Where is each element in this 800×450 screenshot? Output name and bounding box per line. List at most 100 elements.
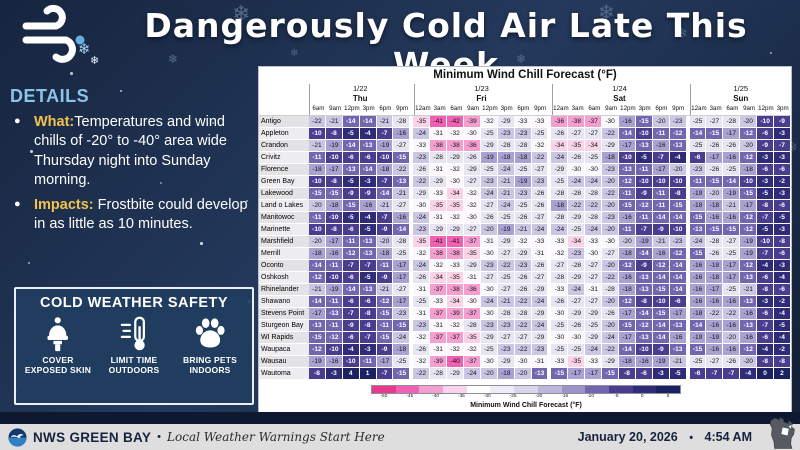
wind-chill-cell: -17 <box>669 308 687 320</box>
wind-chill-cell: -23 <box>393 308 411 320</box>
wind-chill-cell: -6 <box>359 296 377 308</box>
wind-chill-cell: -34 <box>447 188 465 200</box>
city-label: Oshkosh <box>259 272 309 284</box>
wind-chill-cell: -25 <box>568 224 586 236</box>
wind-chill-cell: -25 <box>413 296 431 308</box>
wind-chill-cell: -10 <box>635 176 653 188</box>
time-header: 6pm <box>379 105 392 112</box>
wind-chill-cell: -21 <box>309 140 326 152</box>
wind-chill-cell: -14 <box>342 140 360 152</box>
wind-chill-cell: -33 <box>514 116 532 128</box>
wind-chill-cell: -38 <box>430 140 448 152</box>
wind-chill-cell: -7 <box>342 260 360 272</box>
wind-chill-cell: -24 <box>497 200 515 212</box>
color-scale-label: Minimum Wind Chill Forecast (°F) <box>470 402 582 409</box>
wind-chill-cell: -25 <box>393 248 411 260</box>
wind-chill-cell: -5 <box>757 188 775 200</box>
wind-chill-cell: -11 <box>652 188 670 200</box>
wind-chill-cell: -6 <box>757 272 775 284</box>
wind-chill-cell: -17 <box>393 260 411 272</box>
wind-chill-cell: -10 <box>325 344 343 356</box>
wind-chill-cell: -4 <box>740 368 758 380</box>
wind-chill-cell: -17 <box>619 140 636 152</box>
time-header: 3pm <box>638 105 651 112</box>
wind-chill-cell: -30 <box>447 176 465 188</box>
wind-chill-cell: -3 <box>774 224 791 236</box>
city-label: Wautoma <box>259 368 309 380</box>
day-group-date: 1/22 <box>309 84 411 94</box>
wind-chill-cell: -6 <box>342 296 360 308</box>
wind-chill-cell: -24 <box>551 152 569 164</box>
time-header: 9am <box>743 105 756 112</box>
wind-chill-cell: -6 <box>757 164 775 176</box>
wind-chill-cell: -17 <box>619 308 636 320</box>
wind-chill-cell: -24 <box>602 332 620 344</box>
wind-chill-cell: -26 <box>531 200 549 212</box>
wind-chill-cell: -22 <box>393 164 411 176</box>
wind-chill-cell: -21 <box>309 284 326 296</box>
wind-chill-cell: -36 <box>464 140 481 152</box>
wind-chill-cell: -19 <box>309 356 326 368</box>
wind-chill-cell: -12 <box>652 260 670 272</box>
wind-chill-cell: -20 <box>740 116 758 128</box>
time-header: 6am <box>588 105 601 112</box>
day-group-separator <box>686 188 690 200</box>
wind-chill-cell: -20 <box>740 140 758 152</box>
color-scale-tick: -35 <box>457 394 465 399</box>
day-group-separator <box>410 284 414 296</box>
day-group-separator <box>410 368 414 380</box>
wind-chill-cell: -33 <box>585 356 603 368</box>
day-group-name: Sat <box>551 94 687 105</box>
wind-chill-cell: -13 <box>740 272 758 284</box>
wind-chill-cell: -13 <box>635 272 653 284</box>
day-group-separator <box>548 320 552 332</box>
color-scale-segment <box>466 386 491 393</box>
wind-chill-cell: -16 <box>325 248 343 260</box>
day-group-separator <box>548 140 552 152</box>
wind-chill-cell: -20 <box>669 164 687 176</box>
wind-chill-cell: -29 <box>497 116 515 128</box>
wind-chill-cell: -16 <box>689 296 707 308</box>
color-scale-segment <box>632 386 657 393</box>
day-group-separator <box>686 164 690 176</box>
color-scale-segment <box>561 386 586 393</box>
wind-chill-cell: -4 <box>359 212 377 224</box>
day-group-separator <box>686 332 690 344</box>
table-row: Marshfield -20 -17 -11 -13 -20 -28 -35 -41 -41 -37… <box>259 236 791 248</box>
day-group-separator <box>410 140 414 152</box>
table-row: Wautoma -8 -3 4 1 -7 -15 -22 -28 -29 -24 -20 -18 -20-… <box>259 368 791 380</box>
day-group-separator <box>548 116 552 128</box>
wind-chill-cell: -19 <box>514 176 532 188</box>
wind-chill-cell: -14 <box>669 272 687 284</box>
wind-chill-cell: -10 <box>669 176 687 188</box>
wind-chill-cell: -27 <box>393 200 411 212</box>
table-row: Florence -18 -17 -13 -14 -18 -22 -26 -31 -32 -29 -2… <box>259 164 791 176</box>
wind-chill-cell: -30 <box>514 356 532 368</box>
wind-chill-cell: -24 <box>531 224 549 236</box>
wind-chill-cell: -15 <box>706 176 724 188</box>
wind-chill-cell: -18 <box>376 164 394 176</box>
wind-chill-cell: -21 <box>497 296 515 308</box>
table-row: Waupaca -12 -10 -4 -3 -9 -18 -26 -31 -32 -32 -25 -23… <box>259 344 791 356</box>
wind-chill-cell: -32 <box>430 260 448 272</box>
wind-chill-cell: -17 <box>393 296 411 308</box>
wind-chill-cell: -8 <box>635 296 653 308</box>
wind-chill-cell: -9 <box>635 260 653 272</box>
wind-chill-cell: -34 <box>585 140 603 152</box>
day-group-separator <box>686 212 690 224</box>
wind-chill-cell: -30 <box>480 356 498 368</box>
wind-chill-cell: -5 <box>342 176 360 188</box>
wind-chill-cell: -27 <box>497 284 515 296</box>
wind-chill-cell: -37 <box>464 308 481 320</box>
city-label: Lakewood <box>259 188 309 200</box>
table-row: Manitowoc -11 -10 -5 -4 -7 -16 -24 -31 -32 -30 -26-… <box>259 212 791 224</box>
detail-item-what: What:Temperatures and wind chills of -20… <box>10 113 258 190</box>
wind-chill-cell: -26 <box>531 260 549 272</box>
safety-label: COVER EXPOSED SKIN <box>24 355 92 376</box>
wind-chill-cell: -8 <box>757 284 775 296</box>
wind-chill-cell: -18 <box>619 248 636 260</box>
wind-chill-cell: -23 <box>531 344 549 356</box>
table-row: Lakewood -15 -15 -9 -9 -14 -21 -29 -33 -34 -32 -24-… <box>259 188 791 200</box>
wind-chill-cell: -16 <box>723 320 741 332</box>
day-group-separator <box>410 344 414 356</box>
